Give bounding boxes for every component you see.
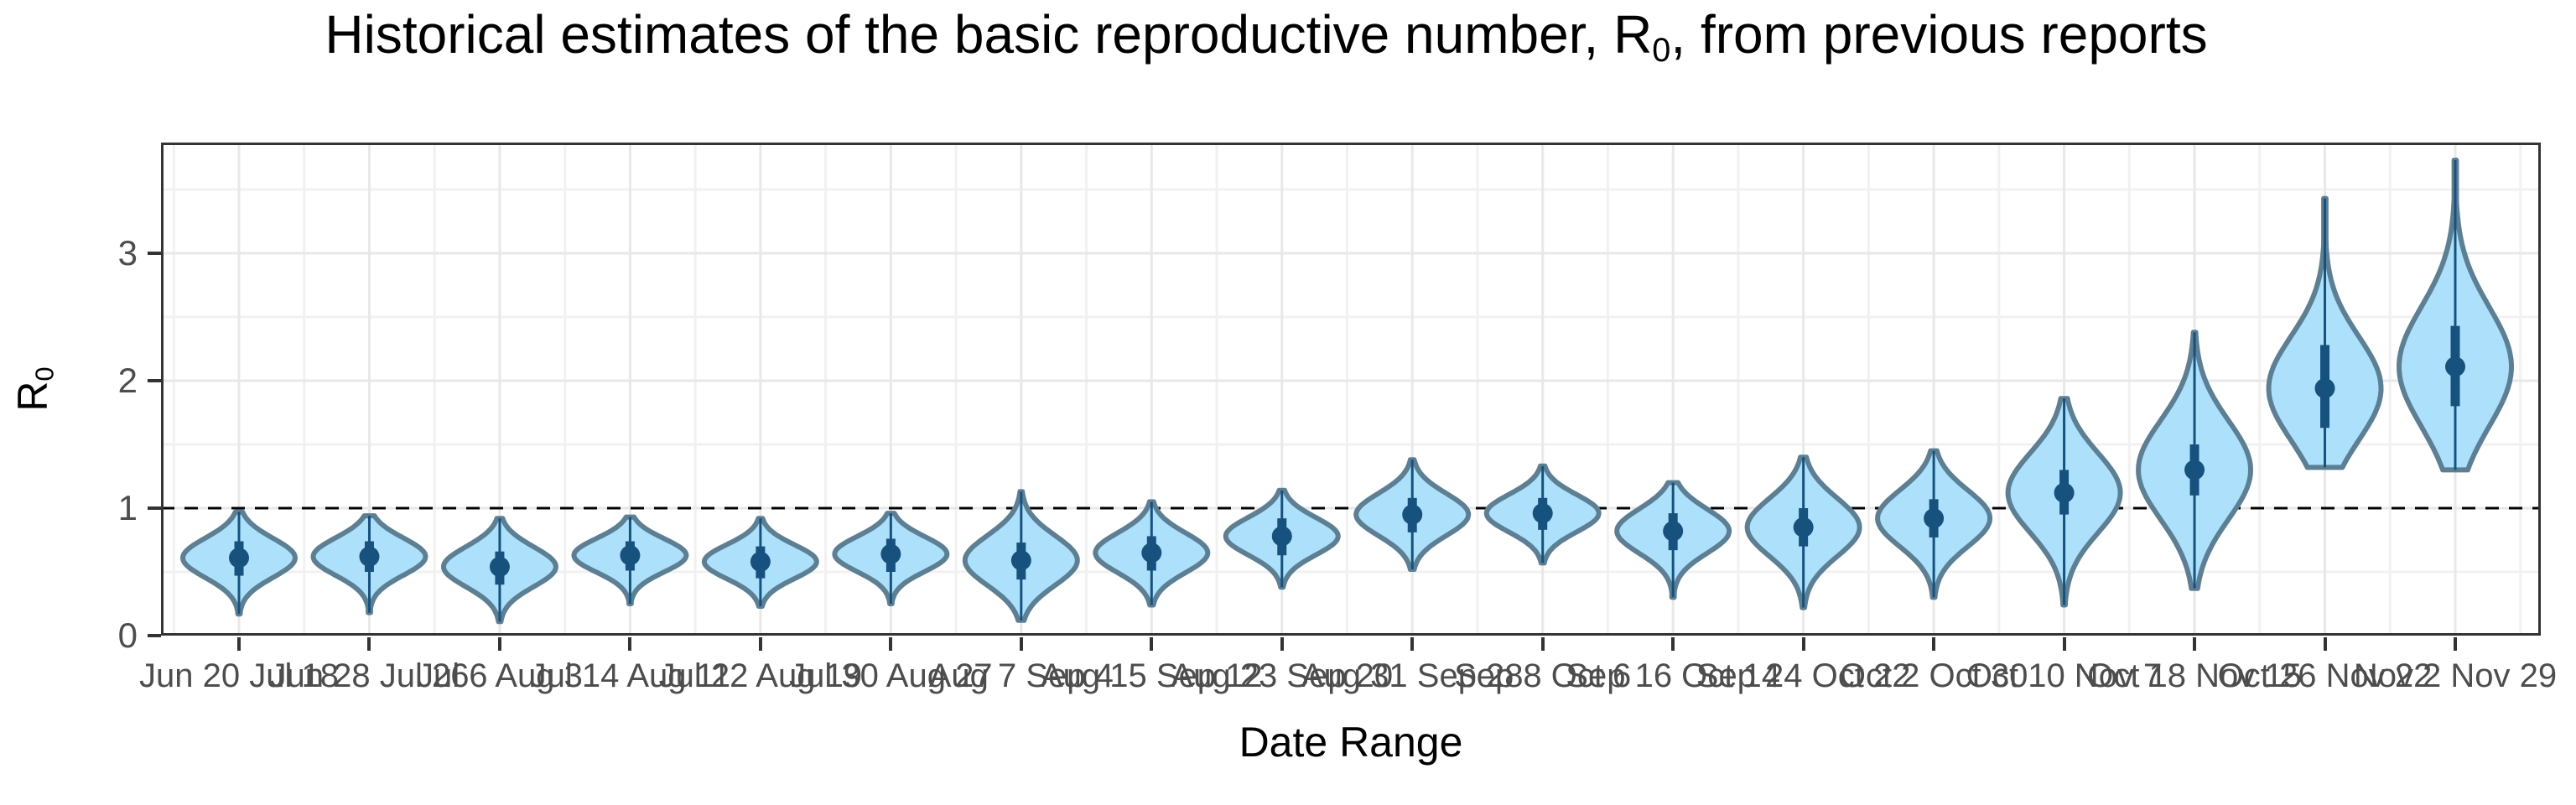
chart-title-subscript: 0: [1652, 31, 1671, 69]
y-tick-mark: [148, 634, 161, 637]
y-tick-label: 0: [117, 615, 138, 655]
x-tick-mark: [1932, 637, 1936, 651]
x-tick-label: Aug 23 Sep 20: [1171, 657, 1394, 694]
violin: [1744, 454, 1862, 610]
y-tick-label: 2: [117, 361, 138, 400]
violin-median-dot: [750, 551, 771, 572]
x-tick-mark: [2193, 637, 2197, 651]
panel-border: [161, 143, 2541, 636]
x-tick-label: Oct 10 Nov 7: [1966, 657, 2163, 694]
x-tick-mark: [1671, 637, 1675, 651]
violin-median-dot: [2444, 356, 2465, 377]
y-tick-mark: [148, 252, 161, 255]
x-tick-label: Aug 15 Sep 12: [1040, 657, 1263, 694]
x-tick-mark: [237, 637, 241, 651]
y-tick-label: 3: [117, 233, 138, 273]
violin: [1875, 448, 1993, 600]
x-tick-label: Aug 7 Sep 4: [928, 657, 1114, 694]
violin-median-dot: [1271, 526, 1292, 547]
chart-title: Historical estimates of the basic reprod…: [325, 5, 2207, 70]
x-tick-mark: [497, 637, 501, 651]
violin: [441, 516, 558, 625]
x-tick-label: Oct 18 Nov 15: [2087, 657, 2302, 694]
violin: [180, 509, 298, 617]
violin-median-dot: [880, 543, 901, 564]
violin-chart-canvas: [161, 143, 2541, 636]
violin-median-dot: [1793, 517, 1814, 538]
violin-median-dot: [2054, 482, 2075, 503]
violin: [832, 511, 950, 606]
violin: [2397, 158, 2514, 473]
violin: [1223, 487, 1341, 590]
y-tick-mark: [148, 506, 161, 510]
x-tick-mark: [2323, 637, 2327, 651]
violin: [962, 489, 1080, 623]
x-tick-label: Nov 2 Nov 29: [2353, 657, 2558, 694]
x-tick-mark: [889, 637, 893, 651]
violin: [701, 516, 819, 609]
violin-median-dot: [1010, 550, 1031, 571]
x-tick-label: Sep 16 Oct 14: [1566, 657, 1781, 694]
violin: [1353, 457, 1472, 572]
violin: [571, 514, 689, 606]
violin: [1614, 480, 1732, 600]
violin: [2266, 195, 2384, 470]
violin-median-dot: [1141, 543, 1162, 564]
x-tick-label: Jun 28 Jul 26: [269, 657, 470, 694]
x-tick-mark: [1019, 637, 1023, 651]
x-tick-mark: [628, 637, 632, 651]
chart-title-suffix: , from previous reports: [1670, 4, 2208, 65]
x-tick-label: Jul 6 Aug 3: [416, 657, 583, 694]
x-tick-mark: [1150, 637, 1154, 651]
chart-title-text: Historical estimates of the basic reprod…: [325, 4, 1653, 65]
violin: [1483, 463, 1602, 566]
x-tick-mark: [1540, 637, 1545, 651]
violin-median-dot: [1924, 508, 1945, 529]
x-tick-label: Jul 22 Aug 19: [658, 657, 863, 694]
x-tick-mark: [2062, 637, 2066, 651]
x-tick-label: Aug 31 Sep 28: [1301, 657, 1524, 694]
x-tick-label: Jul 14 Aug 11: [529, 657, 731, 694]
violin-median-dot: [2314, 378, 2335, 399]
violin: [1093, 499, 1211, 608]
violin-median-dot: [1532, 503, 1553, 524]
violin: [2005, 396, 2123, 608]
y-tick-label: 1: [117, 488, 138, 527]
x-tick-mark: [367, 637, 371, 651]
violin-median-dot: [1402, 504, 1423, 525]
x-tick-label: Jul 30 Aug 27: [789, 657, 993, 694]
x-tick-mark: [2453, 637, 2457, 651]
plot-panel: [161, 143, 2541, 636]
violin-median-dot: [359, 546, 380, 567]
x-tick-mark: [758, 637, 762, 651]
x-tick-mark: [1410, 637, 1415, 651]
x-tick-mark: [1280, 637, 1284, 651]
x-tick-label: Jun 20 Jul 18: [139, 657, 339, 694]
violin-median-dot: [1663, 521, 1684, 542]
violin-median-dot: [2184, 460, 2205, 480]
x-tick-label: Sep 24 Oct 22: [1696, 657, 1911, 694]
x-tick-label: Sep 8 Oct 6: [1454, 657, 1632, 694]
violin-median-dot: [229, 548, 249, 569]
violin-median-dot: [620, 545, 641, 566]
x-tick-label: Oct 26 Nov 22: [2217, 657, 2433, 694]
x-tick-mark: [1801, 637, 1805, 651]
x-tick-label: Oct 2 Oct 30: [1839, 657, 2028, 694]
y-tick-mark: [148, 379, 161, 382]
violin-median-dot: [489, 556, 510, 577]
violin: [2136, 330, 2253, 591]
violin: [310, 513, 428, 615]
x-axis-title: Date Range: [1239, 719, 1463, 766]
